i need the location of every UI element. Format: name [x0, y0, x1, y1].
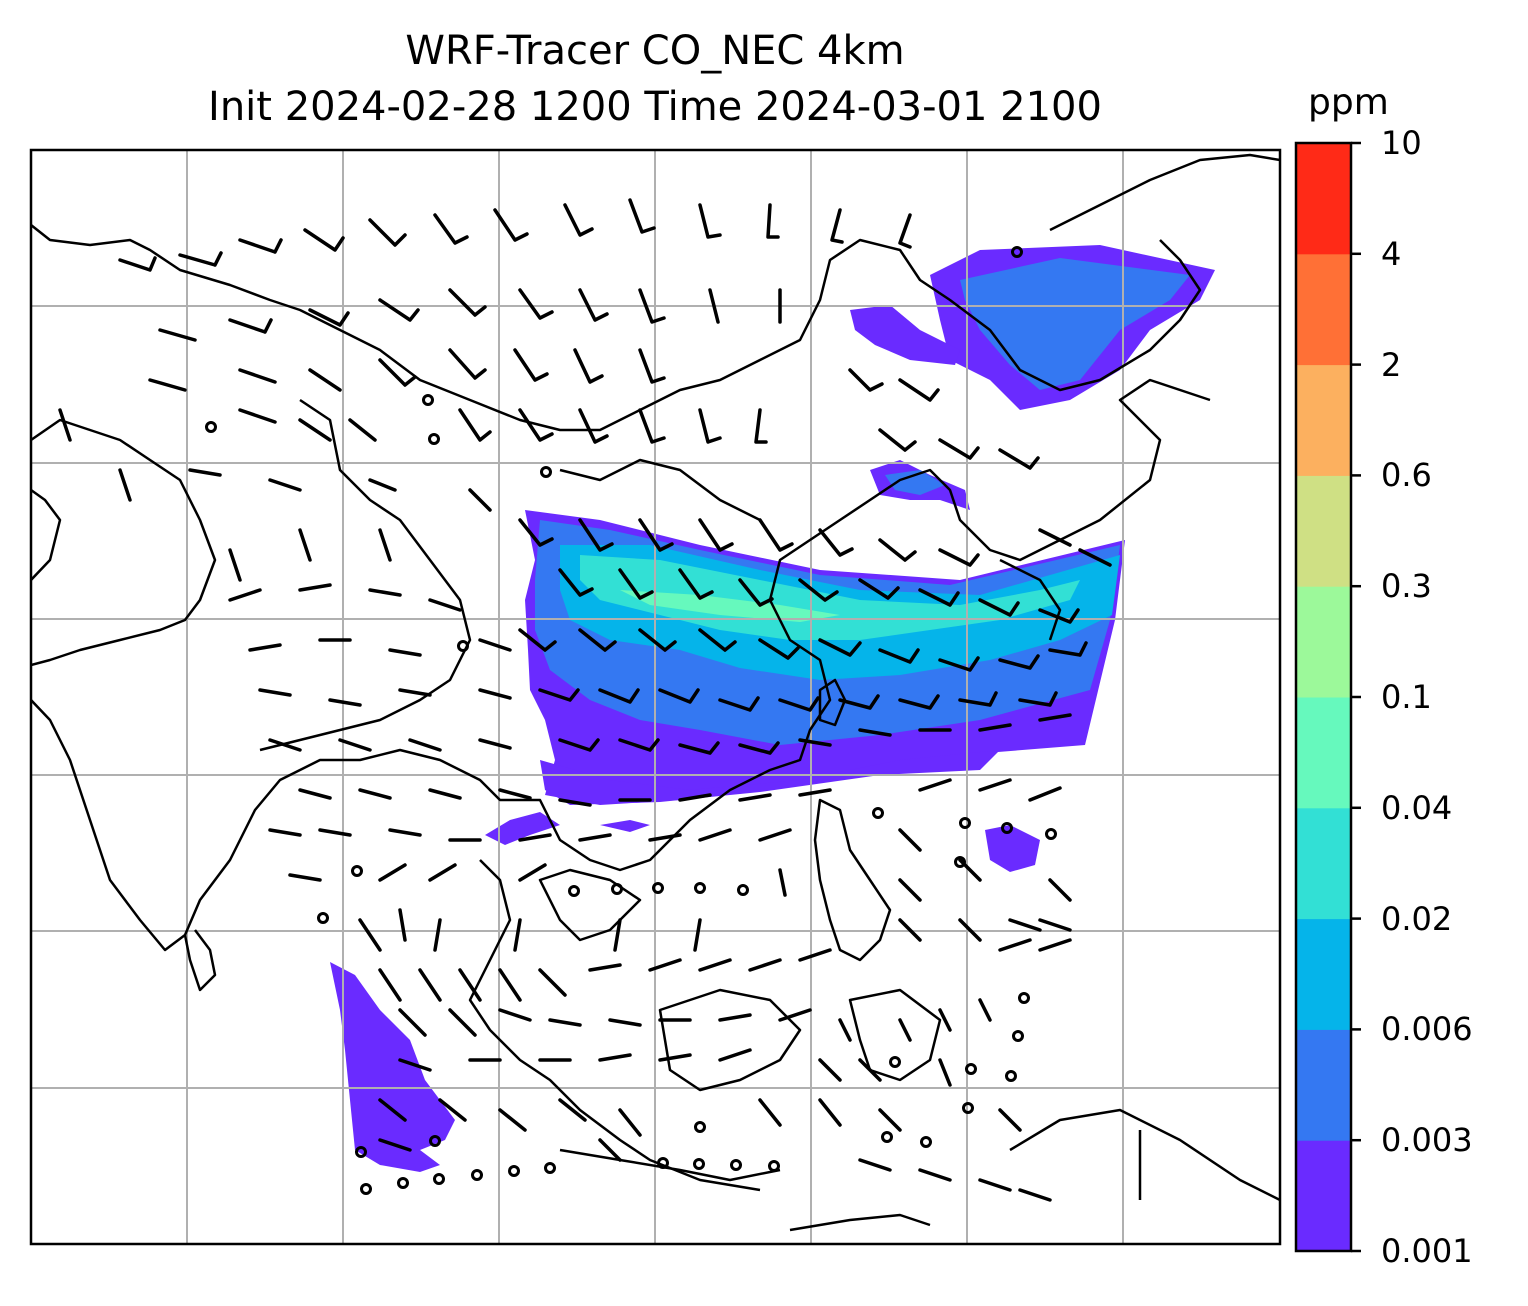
colorbar-tick-label: 4 [1381, 234, 1402, 273]
colorbar-segment [1296, 697, 1351, 809]
map-area [31, 150, 1280, 1244]
colorbar-unit: ppm [1308, 82, 1389, 123]
colorbar-tick-label: 2 [1381, 345, 1402, 384]
colorbar [1296, 141, 1361, 1253]
colorbar-tick-label: 0.003 [1381, 1121, 1473, 1160]
colorbar-segment [1296, 475, 1351, 587]
colorbar-segment [1296, 1140, 1351, 1252]
map-gridlines [31, 150, 1280, 1244]
colorbar-tick-label: 0.6 [1381, 456, 1432, 495]
colorbar-segment [1296, 253, 1351, 366]
colorbar-tick-label: 0.1 [1381, 678, 1432, 716]
wind-barbs [58, 198, 1112, 1202]
colorbar-segment [1296, 918, 1351, 1030]
tracer-plume-north [850, 245, 1215, 510]
colorbar-tick-label: 0.006 [1381, 1010, 1473, 1049]
colorbar-tick-label: 0.02 [1381, 899, 1453, 938]
colorbar-tick-label: 10 [1381, 124, 1422, 162]
colorbar-segment [1296, 807, 1351, 920]
map-frame [29, 148, 1282, 1246]
colorbar-segment [1296, 1029, 1351, 1141]
title-line-2: Init 2024-02-28 1200 Time 2024-03-01 210… [208, 84, 1102, 130]
colorbar-segment [1296, 143, 1351, 255]
colorbar-frame [1294, 141, 1353, 1253]
calm-wind-markers [205, 246, 1057, 1195]
colorbar-tick-label: 0.04 [1381, 788, 1453, 827]
title-line-1: WRF-Tracer CO_NEC 4km [405, 28, 905, 74]
colorbar-segment [1296, 364, 1351, 476]
tracer-plume-south [330, 812, 1040, 1172]
coastlines-and-borders [31, 153, 1280, 1232]
colorbar-segment [1296, 586, 1351, 698]
colorbar-tick-label: 0.001 [1381, 1232, 1473, 1270]
colorbar-tick-label: 0.3 [1381, 567, 1432, 606]
